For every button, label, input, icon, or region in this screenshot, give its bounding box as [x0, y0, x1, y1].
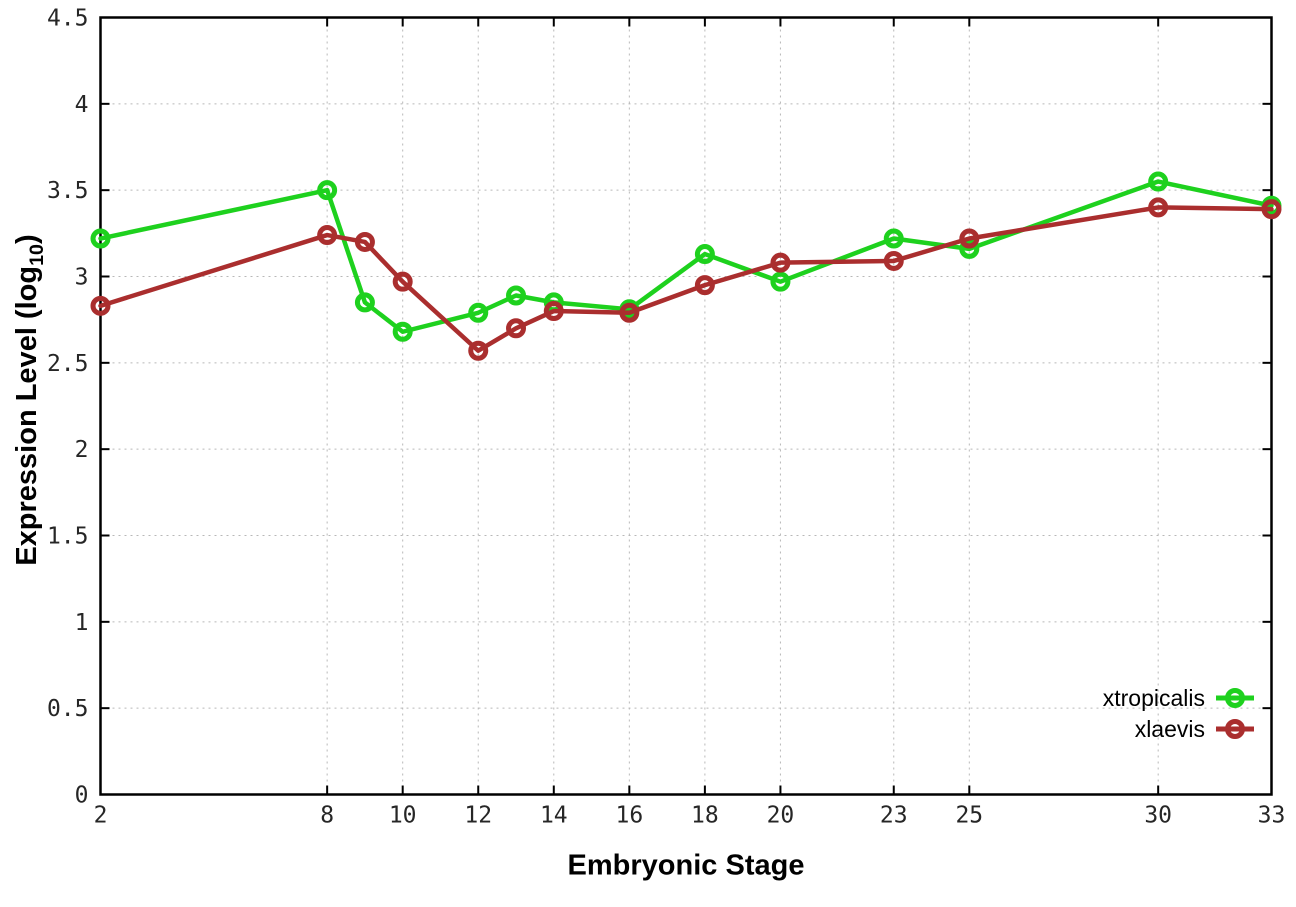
y-tick-label: 2.5: [47, 351, 89, 377]
x-tick-label: 20: [767, 803, 795, 829]
plot-border: [99, 16, 1273, 796]
y-tick-label: 1: [75, 610, 89, 636]
y-tick-label: 0.5: [47, 696, 89, 722]
data-point-xlaevis: [619, 302, 640, 323]
xlaevis-marker-icon: [1216, 719, 1254, 739]
data-point-xtropicalis: [90, 228, 111, 249]
y-axis-title-close: ): [11, 234, 44, 244]
data-point-xlaevis: [543, 301, 564, 322]
x-tick-label: 30: [1144, 803, 1172, 829]
data-point-xtropicalis: [317, 180, 338, 201]
x-tick-label: 23: [880, 803, 908, 829]
x-tick-label: 25: [955, 803, 983, 829]
data-point-xtropicalis: [392, 321, 413, 342]
data-point-xtropicalis: [694, 244, 715, 265]
y-tick-label: 4: [75, 92, 89, 118]
data-point-xtropicalis: [770, 271, 791, 292]
data-point-xlaevis: [883, 250, 904, 271]
legend: xtropicalis xlaevis: [1103, 684, 1256, 743]
x-axis-title: Embryonic Stage: [567, 849, 805, 882]
data-point-xlaevis: [1148, 197, 1169, 218]
x-tick-label: 18: [691, 803, 719, 829]
y-tick-label: 4.5: [47, 6, 89, 32]
legend-item-xtropicalis: xtropicalis: [1103, 684, 1256, 712]
data-point-xlaevis: [317, 225, 338, 246]
y-tick-label: 0: [75, 783, 89, 809]
x-tick-label: 10: [389, 803, 417, 829]
data-point-xlaevis: [506, 318, 527, 339]
x-tick-label: 33: [1258, 803, 1286, 829]
data-point-xtropicalis: [506, 285, 527, 306]
y-tick-label: 3: [75, 265, 89, 291]
data-point-xlaevis: [90, 295, 111, 316]
data-point-xlaevis: [770, 252, 791, 273]
data-point-xlaevis: [1261, 199, 1282, 220]
y-axis-title-text: Expression Level (log: [11, 265, 44, 566]
data-point-xtropicalis: [1148, 171, 1169, 192]
data-point-xlaevis: [694, 275, 715, 296]
data-point-xtropicalis: [468, 302, 489, 323]
x-tick-label: 12: [464, 803, 492, 829]
series-line-xtropicalis: [98, 179, 1274, 335]
data-point-xlaevis: [959, 228, 980, 249]
data-point-xtropicalis: [883, 228, 904, 249]
series-line-xlaevis: [98, 205, 1274, 353]
x-tick-label: 2: [94, 803, 108, 829]
data-point-xtropicalis: [959, 238, 980, 259]
y-tick-label: 2: [75, 437, 89, 463]
legend-label-xtropicalis: xtropicalis: [1102, 685, 1205, 711]
x-tick-label: 14: [540, 803, 568, 829]
y-tick-label: 1.5: [47, 524, 89, 550]
x-tick-label: 8: [320, 803, 334, 829]
legend-item-xlaevis: xlaevis: [1135, 715, 1256, 743]
data-point-xlaevis: [354, 231, 375, 252]
x-tick-label: 16: [615, 803, 643, 829]
legend-label-xlaevis: xlaevis: [1134, 716, 1205, 742]
data-point-xlaevis: [392, 271, 413, 292]
data-point-xlaevis: [468, 340, 489, 361]
y-tick-label: 3.5: [47, 178, 89, 204]
y-axis-title-subscript: 10: [25, 243, 48, 266]
xtropicalis-marker-icon: [1216, 688, 1254, 708]
y-axis-title: Expression Level (log10): [11, 234, 49, 565]
data-point-xtropicalis: [354, 292, 375, 313]
